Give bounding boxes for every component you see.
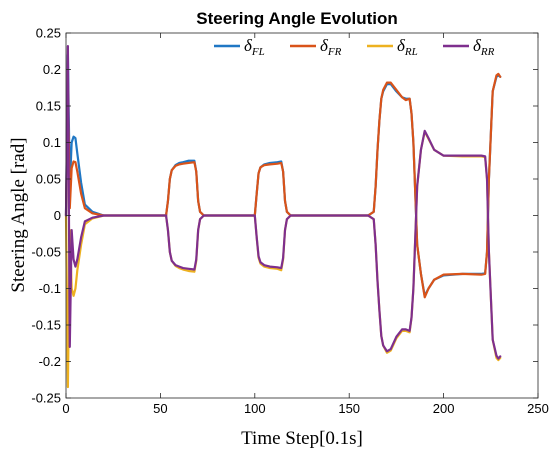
legend-label-rr: δRR [473,36,495,58]
y-tick-label: 0.2 [43,62,61,77]
y-axis-label: Steering Angle [rad] [8,137,29,292]
y-tick-label: -0.25 [31,391,61,406]
legend-symbol: δ [397,36,406,55]
legend-subscript: RR [480,46,495,58]
x-tick-label: 150 [338,401,360,416]
legend-label-rl: δRL [397,36,418,58]
x-tick-label: 250 [527,401,549,416]
series-layer [64,45,502,389]
legend-symbol: δ [473,36,482,55]
x-tick-label: 50 [153,401,167,416]
y-tick-label: -0.05 [31,245,61,260]
series-line-rr [64,45,502,360]
y-tick-label: 0.1 [43,135,61,150]
tick-layer: 0 50 100 150 200 250 0.25 0.2 0.15 0.1 0.05 0 -0.05 -… [31,26,548,417]
legend-symbol: δ [320,36,329,55]
y-tick-label: 0 [54,208,61,223]
legend-subscript: RL [404,46,418,58]
legend-symbol: δ [244,36,253,55]
legend-subscript: FR [327,46,342,58]
x-axis-label: Time Step[0.1s] [241,428,363,449]
y-tick-label: 0.25 [36,26,61,41]
x-tick-label: 200 [433,401,455,416]
x-tick-label: 0 [62,401,69,416]
legend: δFL δFR δRL δRR [214,36,495,58]
y-tick-label: 0.15 [36,99,61,114]
chart-title: Steering Angle Evolution [196,9,398,28]
y-tick-label: 0.05 [36,172,61,187]
y-tick-label: -0.15 [31,318,61,333]
x-tick-label: 100 [244,401,266,416]
legend-label-fr: δFR [320,36,342,58]
legend-subscript: FL [251,46,265,58]
y-tick-label: -0.2 [39,354,61,369]
legend-label-fl: δFL [244,36,265,58]
y-tick-label: -0.1 [39,281,61,296]
